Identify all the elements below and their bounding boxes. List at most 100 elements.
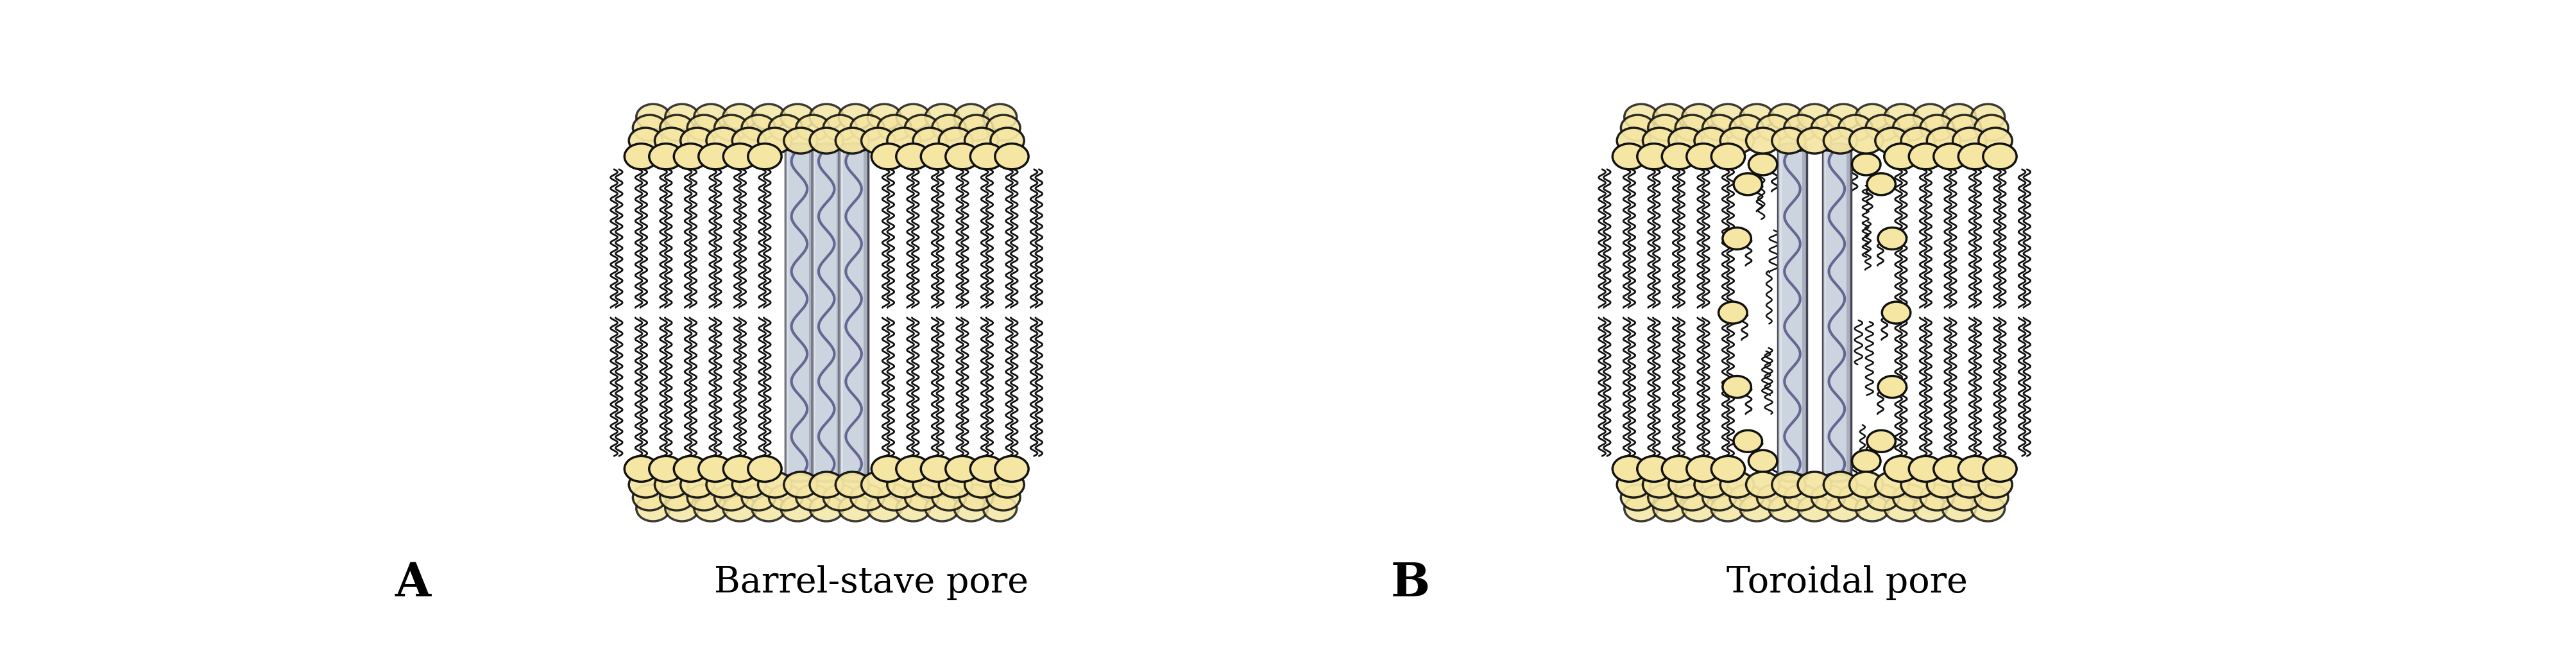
Ellipse shape <box>963 128 997 154</box>
Ellipse shape <box>896 143 930 169</box>
Ellipse shape <box>1739 496 1772 521</box>
Ellipse shape <box>1919 485 1953 510</box>
Ellipse shape <box>714 115 747 141</box>
Bar <box>1821 147 1826 478</box>
Ellipse shape <box>824 115 858 141</box>
Ellipse shape <box>1749 153 1777 175</box>
Ellipse shape <box>1878 376 1906 398</box>
Ellipse shape <box>1947 115 1981 141</box>
Ellipse shape <box>1710 143 1744 169</box>
Ellipse shape <box>747 143 781 169</box>
Ellipse shape <box>1958 143 1991 169</box>
Ellipse shape <box>714 485 747 510</box>
Ellipse shape <box>1613 456 1646 482</box>
Ellipse shape <box>623 456 657 482</box>
Ellipse shape <box>1914 104 1947 130</box>
Ellipse shape <box>1839 115 1873 141</box>
Ellipse shape <box>1865 115 1899 141</box>
Ellipse shape <box>837 496 873 521</box>
Ellipse shape <box>1780 475 1803 481</box>
Ellipse shape <box>835 472 868 498</box>
Ellipse shape <box>1682 104 1716 130</box>
Ellipse shape <box>933 115 966 141</box>
Ellipse shape <box>1723 228 1752 249</box>
Ellipse shape <box>1674 115 1708 141</box>
Ellipse shape <box>871 456 904 482</box>
Ellipse shape <box>945 143 979 169</box>
Ellipse shape <box>896 456 930 482</box>
Ellipse shape <box>654 128 688 154</box>
Ellipse shape <box>781 104 814 130</box>
Ellipse shape <box>1901 472 1935 498</box>
Ellipse shape <box>1850 472 1883 498</box>
Ellipse shape <box>953 496 987 521</box>
Ellipse shape <box>1811 115 1844 141</box>
Ellipse shape <box>920 143 953 169</box>
Ellipse shape <box>971 456 1005 482</box>
Ellipse shape <box>850 485 884 510</box>
Ellipse shape <box>649 456 683 482</box>
Ellipse shape <box>989 128 1023 154</box>
Ellipse shape <box>860 472 894 498</box>
Ellipse shape <box>1703 115 1736 141</box>
Ellipse shape <box>1687 456 1721 482</box>
Ellipse shape <box>675 456 708 482</box>
Ellipse shape <box>1734 430 1762 452</box>
Ellipse shape <box>886 472 920 498</box>
Ellipse shape <box>757 472 791 498</box>
Ellipse shape <box>1620 115 1654 141</box>
Ellipse shape <box>1662 456 1695 482</box>
Ellipse shape <box>724 104 757 130</box>
Ellipse shape <box>1695 128 1728 154</box>
Ellipse shape <box>1674 485 1708 510</box>
Ellipse shape <box>1880 302 1909 324</box>
Bar <box>1821 147 1850 478</box>
Bar <box>840 147 842 478</box>
Ellipse shape <box>1978 472 2012 498</box>
Ellipse shape <box>938 128 971 154</box>
Ellipse shape <box>817 475 837 481</box>
Ellipse shape <box>868 104 902 130</box>
Ellipse shape <box>1687 143 1721 169</box>
Ellipse shape <box>636 104 670 130</box>
Ellipse shape <box>752 496 786 521</box>
Ellipse shape <box>1958 456 1991 482</box>
Bar <box>1847 147 1850 478</box>
Ellipse shape <box>1710 104 1744 130</box>
Ellipse shape <box>842 475 863 481</box>
Ellipse shape <box>1723 376 1752 398</box>
Ellipse shape <box>809 496 842 521</box>
Ellipse shape <box>1811 485 1844 510</box>
Ellipse shape <box>1942 496 1976 521</box>
Ellipse shape <box>724 496 757 521</box>
Ellipse shape <box>783 128 817 154</box>
Ellipse shape <box>1868 173 1896 195</box>
Ellipse shape <box>1850 128 1883 154</box>
Ellipse shape <box>1747 472 1780 498</box>
Ellipse shape <box>1855 496 1888 521</box>
Bar <box>840 147 868 478</box>
Ellipse shape <box>963 472 997 498</box>
Ellipse shape <box>781 496 814 521</box>
Ellipse shape <box>1767 104 1803 130</box>
Ellipse shape <box>1932 456 1965 482</box>
Bar <box>1777 147 1806 478</box>
Ellipse shape <box>1821 143 1850 152</box>
Ellipse shape <box>768 115 801 141</box>
Ellipse shape <box>1739 104 1772 130</box>
Ellipse shape <box>811 143 840 152</box>
Ellipse shape <box>904 485 938 510</box>
Ellipse shape <box>1973 115 2007 141</box>
Ellipse shape <box>1932 143 1965 169</box>
Ellipse shape <box>912 472 945 498</box>
Ellipse shape <box>1909 143 1942 169</box>
Ellipse shape <box>994 143 1028 169</box>
Ellipse shape <box>757 128 791 154</box>
Ellipse shape <box>1783 115 1816 141</box>
Ellipse shape <box>1824 472 1857 498</box>
Ellipse shape <box>1855 104 1888 130</box>
Ellipse shape <box>1757 115 1790 141</box>
Ellipse shape <box>1757 485 1790 510</box>
Ellipse shape <box>1703 485 1736 510</box>
Ellipse shape <box>1919 115 1953 141</box>
